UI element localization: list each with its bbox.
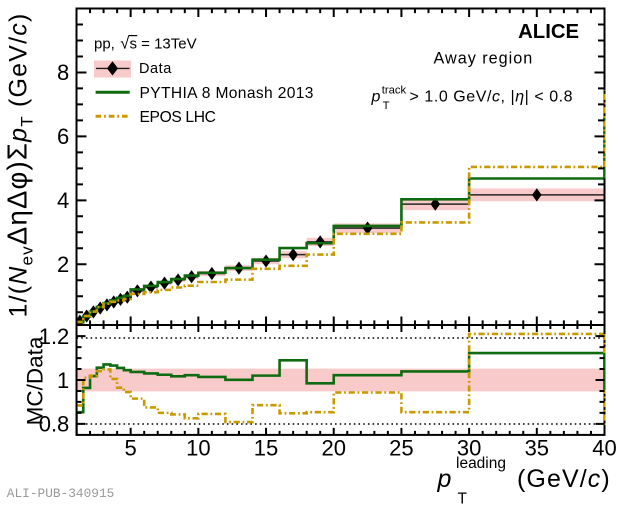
svg-text:> 1.0 GeV/c, |η| < 0.8: > 1.0 GeV/c, |η| < 0.8 [410,89,574,106]
svg-text:6: 6 [57,124,69,149]
svg-text:20: 20 [321,435,345,460]
svg-text:ALI-PUB-340915: ALI-PUB-340915 [7,486,115,501]
svg-text:leading: leading [456,455,506,472]
svg-text:ALICE: ALICE [518,21,579,43]
svg-text:25: 25 [389,435,413,460]
svg-text:p: p [437,465,452,493]
svg-text:PYTHIA 8 Monash 2013: PYTHIA 8 Monash 2013 [140,85,314,102]
svg-text:2: 2 [57,252,69,277]
svg-text:1.2: 1.2 [39,324,70,349]
svg-text:30: 30 [457,435,481,460]
svg-text:(GeV/c): (GeV/c) [517,465,611,493]
svg-text:track: track [382,85,407,97]
svg-text:4: 4 [57,188,69,213]
svg-text:1/(NevΔηΔφ)ΣpT (GeV/c): 1/(NevΔηΔφ)ΣpT (GeV/c) [2,12,37,317]
svg-text:s = 13TeV: s = 13TeV [130,35,197,52]
svg-text:T: T [458,491,468,505]
svg-text:EPOS LHC: EPOS LHC [140,109,216,126]
svg-text:40: 40 [592,435,616,460]
svg-text:10: 10 [186,435,210,460]
svg-text:1: 1 [57,368,69,393]
svg-text:5: 5 [125,435,137,460]
svg-text:Data: Data [139,61,172,77]
svg-text:pp,: pp, [94,35,115,52]
svg-text:Away region: Away region [434,49,534,67]
svg-text:MC/Data: MC/Data [23,336,48,425]
svg-text:p: p [371,89,381,106]
svg-text:8: 8 [57,60,69,85]
svg-text:35: 35 [525,435,549,460]
svg-text:√: √ [120,34,130,52]
svg-text:15: 15 [254,435,278,460]
svg-text:T: T [383,100,390,112]
svg-text:0.8: 0.8 [39,412,70,437]
